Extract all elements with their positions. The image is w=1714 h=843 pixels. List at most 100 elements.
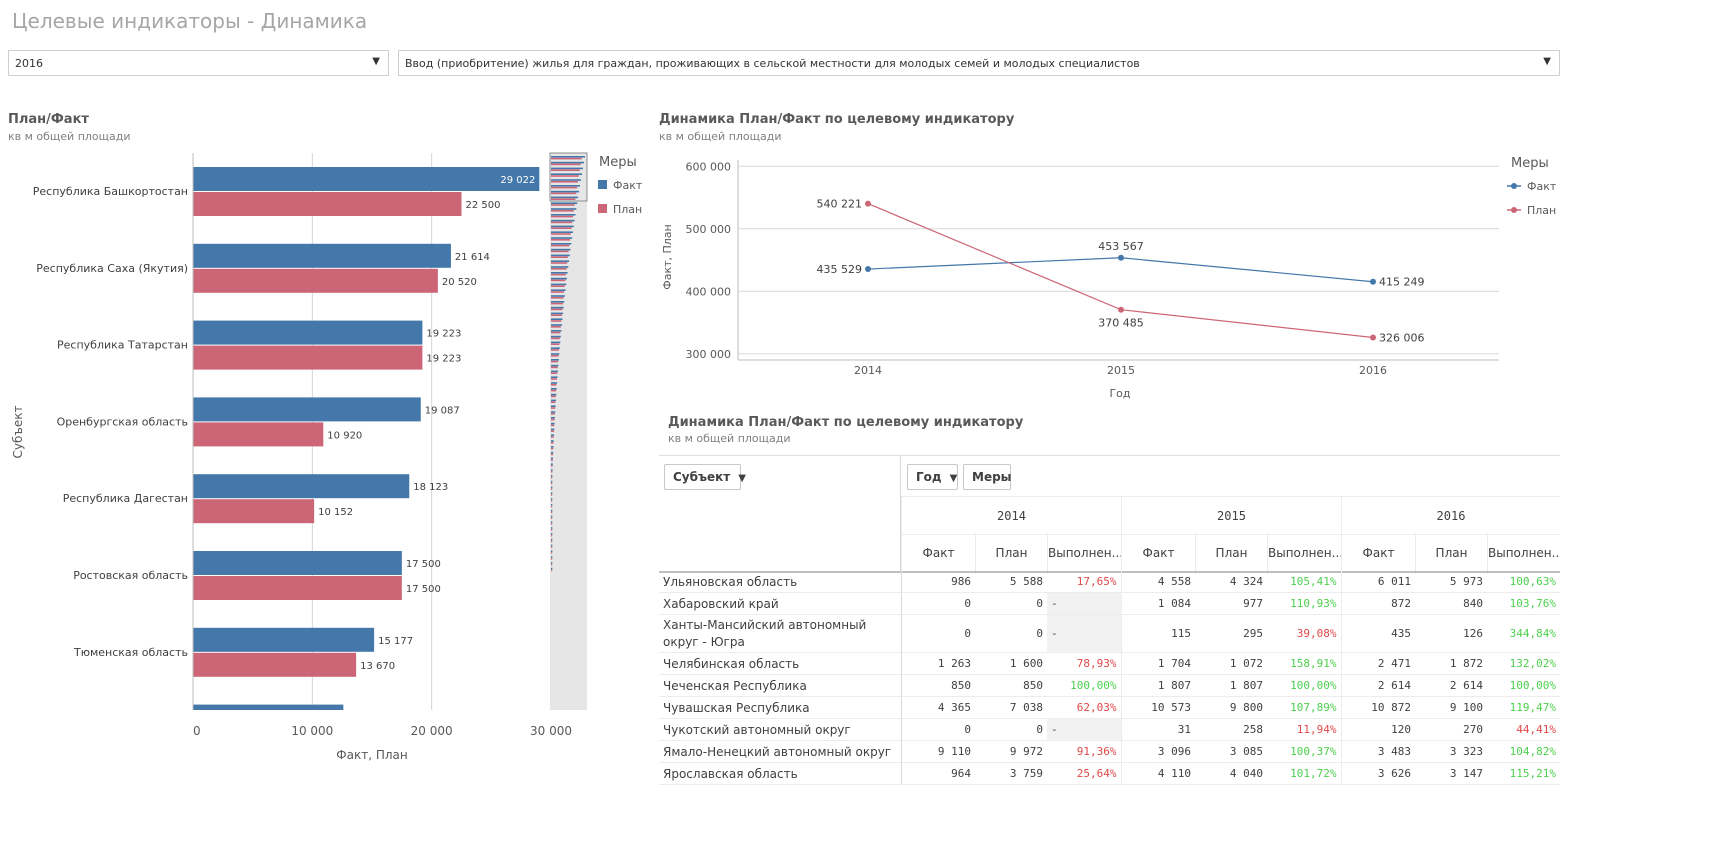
mini-bar-fact[interactable] (551, 277, 567, 280)
mini-bar-plan[interactable] (551, 459, 553, 461)
mini-bar-fact[interactable] (551, 179, 581, 181)
year-select[interactable]: 2016 ▼ (8, 50, 389, 76)
mini-bar-fact[interactable] (551, 556, 553, 558)
mini-bar-fact[interactable] (551, 254, 570, 257)
mini-bar-plan[interactable] (551, 314, 562, 316)
mini-bar-plan[interactable] (551, 326, 561, 328)
mini-bar-fact[interactable] (551, 515, 553, 518)
mini-bar-fact[interactable] (551, 335, 561, 338)
mini-bar-plan[interactable] (551, 401, 556, 403)
bar-scrollbar-track[interactable] (550, 153, 587, 710)
table-row[interactable]: Чувашская Республика 4 365 7 038 62,03% 10 5… (659, 696, 1560, 719)
row-subject-name[interactable]: Хабаровский край (659, 592, 902, 615)
mini-bar-plan[interactable] (551, 163, 581, 166)
mini-bar-fact[interactable] (551, 469, 553, 471)
mini-bar-plan[interactable] (551, 447, 554, 450)
mini-bar-fact[interactable] (551, 237, 573, 239)
year-header-2015[interactable]: 2015 (1121, 496, 1341, 537)
mini-bar-fact[interactable] (551, 370, 558, 373)
mini-bar-fact[interactable] (551, 411, 556, 413)
mini-bar-fact[interactable] (551, 428, 555, 431)
table-row[interactable]: Чеченская Республика 850 850 100,00% 1 807 1 … (659, 674, 1560, 697)
mini-bar-fact[interactable] (551, 295, 565, 297)
mini-bar-plan[interactable] (551, 476, 553, 479)
bar-plan[interactable] (193, 499, 315, 524)
mini-bar-plan[interactable] (551, 453, 554, 456)
mini-bar-fact[interactable] (551, 289, 566, 291)
line-point-plan[interactable] (865, 200, 871, 207)
mini-bar-plan[interactable] (551, 372, 558, 374)
mini-bar-fact[interactable] (551, 463, 553, 465)
mini-bar-fact[interactable] (551, 260, 570, 262)
measure-header-completion[interactable]: Выполнен... (1487, 533, 1560, 574)
mini-bar-plan[interactable] (551, 215, 574, 218)
mini-bar-fact[interactable] (551, 283, 567, 286)
table-row[interactable]: Ямало-Ненецкий автономный округ 9 110 9 97… (659, 740, 1560, 763)
mini-bar-plan[interactable] (551, 366, 558, 369)
mini-bar-fact[interactable] (551, 498, 553, 500)
mini-bar-plan[interactable] (551, 337, 560, 340)
mini-bar-plan[interactable] (551, 244, 570, 247)
mini-bar-plan[interactable] (551, 471, 553, 473)
mini-bar-plan[interactable] (551, 302, 563, 305)
mini-bar-fact[interactable] (551, 399, 556, 402)
mini-bar-plan[interactable] (551, 192, 577, 195)
mini-bar-plan[interactable] (551, 198, 576, 200)
measure-header-completion[interactable]: Выполнен... (1047, 533, 1121, 574)
mini-bar-plan[interactable] (551, 308, 563, 311)
mini-bar-plan[interactable] (551, 511, 553, 514)
mini-bar-plan[interactable] (551, 389, 557, 392)
bar-plan[interactable] (193, 192, 462, 216)
mini-bar-fact[interactable] (551, 208, 577, 210)
row-subject-name[interactable]: Чукотский автономный округ (659, 718, 902, 741)
bar-fact[interactable] (193, 627, 375, 652)
mini-bar-plan[interactable] (551, 482, 553, 485)
table-row[interactable]: Челябинская область 1 263 1 600 78,93% 1 704… (659, 652, 1560, 675)
mini-bar-fact[interactable] (551, 219, 575, 222)
mini-bar-plan[interactable] (551, 268, 567, 270)
pivot-table[interactable]: Субъект ▼ Год ▼ Меры 2014 2015 2016 Факт П… (659, 455, 1560, 843)
mini-bar-fact[interactable] (551, 509, 553, 512)
mini-bar-fact[interactable] (551, 243, 572, 245)
mini-bar-fact[interactable] (551, 492, 553, 494)
mini-bar-plan[interactable] (551, 273, 566, 276)
mini-bar-fact[interactable] (551, 190, 580, 193)
line-point-plan[interactable] (1118, 306, 1124, 313)
bar-scrollbar-thumb[interactable] (549, 152, 588, 202)
mini-bar-fact[interactable] (551, 434, 555, 436)
mini-bar-plan[interactable] (551, 297, 564, 299)
bar-legend-label-plan[interactable]: План (613, 203, 642, 216)
mini-bar-fact[interactable] (551, 538, 553, 541)
mini-bar-fact[interactable] (551, 301, 565, 303)
mini-bar-fact[interactable] (551, 353, 560, 355)
mini-bar-plan[interactable] (551, 262, 568, 264)
mini-bar-fact[interactable] (551, 388, 557, 390)
mini-bar-plan[interactable] (551, 436, 554, 438)
mini-bar-fact[interactable] (551, 341, 561, 344)
row-subject-name[interactable]: Ханты-Мансийский автономный округ - Югра (659, 614, 902, 653)
bar-fact[interactable] (193, 167, 540, 191)
mini-bar-plan[interactable] (551, 418, 555, 421)
bar-plan[interactable] (193, 422, 324, 447)
mini-bar-fact[interactable] (551, 248, 571, 251)
bar-chart[interactable]: 0 10 000 20 000 30 000 Республика Башкортост… (0, 140, 650, 840)
mini-bar-plan[interactable] (551, 204, 575, 206)
measure-header-plan[interactable]: План (1195, 533, 1267, 574)
mini-bar-plan[interactable] (551, 395, 556, 398)
measure-header-plan[interactable]: План (1415, 533, 1487, 574)
indicator-select[interactable]: Ввод (приобритение) жилья для граждан, п… (398, 50, 1560, 76)
mini-bar-plan[interactable] (551, 534, 553, 537)
line-point-fact[interactable] (1370, 278, 1376, 285)
mini-bar-fact[interactable] (551, 446, 554, 448)
mini-bar-fact[interactable] (551, 393, 557, 396)
mini-bar-fact[interactable] (551, 318, 563, 320)
mini-bar-plan[interactable] (551, 430, 554, 432)
mini-bar-plan[interactable] (551, 355, 559, 357)
mini-bar-plan[interactable] (551, 494, 553, 496)
mini-bar-plan[interactable] (551, 221, 573, 224)
mini-bar-plan[interactable] (551, 175, 579, 177)
mini-bar-plan[interactable] (551, 227, 572, 229)
mini-bar-fact[interactable] (551, 167, 583, 170)
table-row[interactable]: Ульяновская область 986 5 588 17,65% 4 558 4 … (659, 571, 1560, 593)
mini-bar-fact[interactable] (551, 382, 558, 384)
